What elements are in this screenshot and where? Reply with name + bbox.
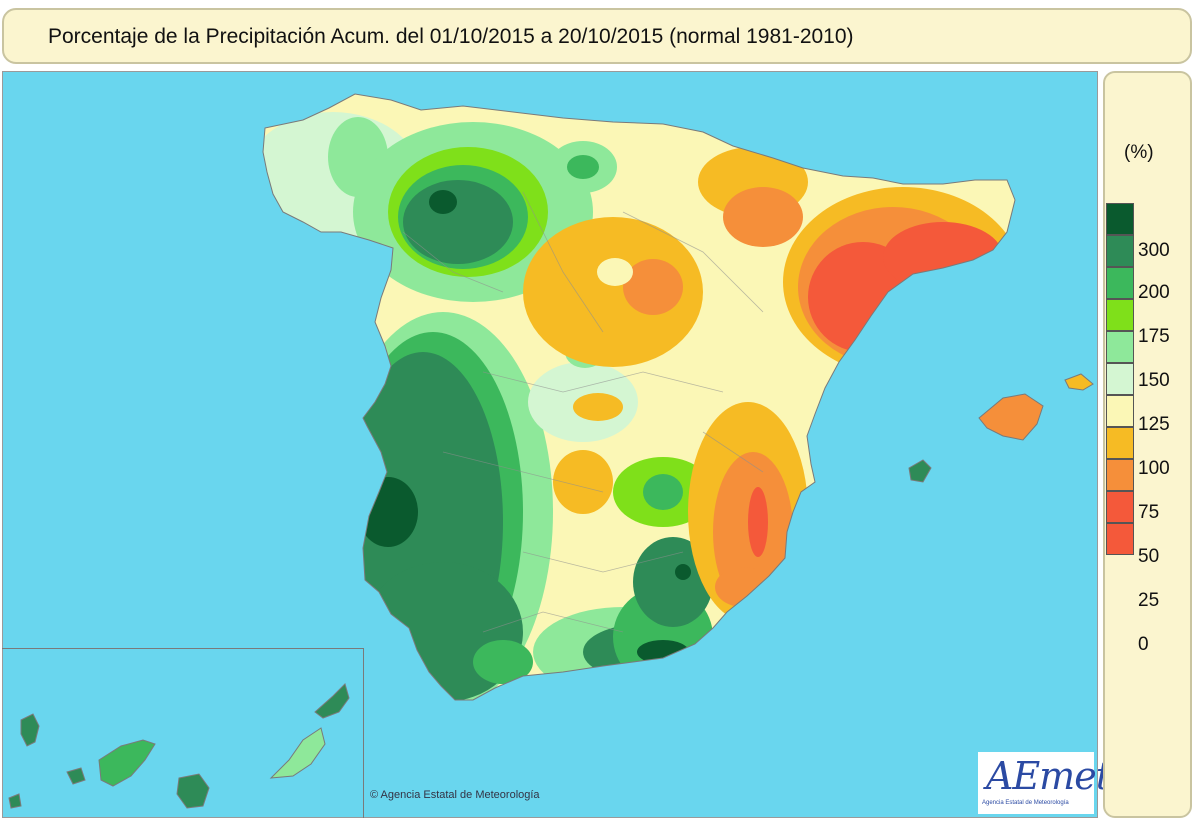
balearic-islands [908,373,1094,483]
legend-swatch-175 [1106,267,1134,299]
aemet-logo: AEmet Agencia Estatal de Meteorología [978,752,1111,814]
legend-swatch-lowest [1106,523,1134,555]
legend-label: 175 [1138,326,1170,347]
precipitation-map [8,93,1094,809]
logo-subtitle: Agencia Estatal de Meteorología [982,800,1069,806]
legend-swatch-200 [1106,235,1134,267]
legend-swatch-300 [1106,203,1134,235]
legend-label: 200 [1138,282,1170,303]
precipitation-field [263,94,1015,700]
legend-swatch-25 [1106,459,1134,491]
copyright-text: © Agencia Estatal de Meteorología [370,789,540,801]
legend-label: 0 [1138,634,1149,655]
map-panel [2,71,1098,818]
legend-swatch-125 [1106,331,1134,363]
legend-label: 25 [1138,590,1160,611]
legend-swatch-50 [1106,427,1134,459]
logo-wordmark: AEmet [986,754,1111,798]
legend-swatch-150 [1106,299,1134,331]
legend-label: 100 [1138,458,1170,479]
map-title: Porcentaje de la Precipitación Acum. del… [48,25,854,48]
legend-swatch-75 [1106,395,1134,427]
title-panel: Porcentaje de la Precipitación Acum. del… [2,8,1192,64]
legend-label: 75 [1138,502,1160,523]
legend-swatch-100 [1106,363,1134,395]
legend-swatch-0 [1106,491,1134,523]
legend-unit: (%) [1124,142,1154,163]
legend-label: 125 [1138,414,1170,435]
legend-label: 300 [1138,240,1170,261]
legend-label: 150 [1138,370,1170,391]
canary-islands [8,683,350,809]
legend-label: 50 [1138,546,1160,567]
